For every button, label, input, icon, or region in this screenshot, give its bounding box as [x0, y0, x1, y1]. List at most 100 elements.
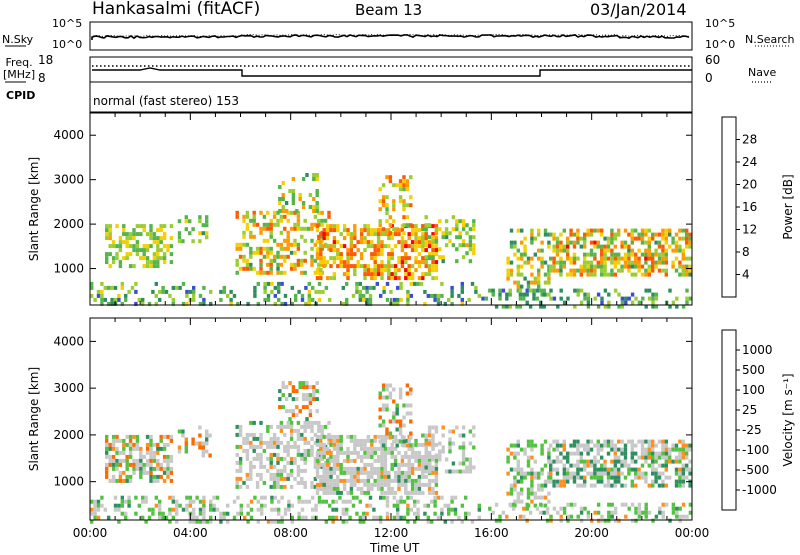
echo-cell — [589, 248, 594, 253]
echo-cell — [242, 258, 246, 263]
echo-cell — [252, 448, 256, 453]
echo-cell — [279, 214, 284, 219]
echo-cell — [383, 438, 388, 443]
echo-cell — [477, 293, 481, 298]
echo-cell — [397, 256, 401, 261]
echo-cell — [637, 471, 641, 476]
echo-cell — [404, 256, 408, 261]
echo-cell — [195, 495, 199, 500]
echo-cell — [566, 240, 570, 245]
nsearch-label: N.Search — [745, 33, 795, 46]
echo-cell — [678, 248, 682, 253]
echo-cell — [424, 232, 428, 237]
echo-cell — [100, 297, 104, 302]
echo-cell — [238, 468, 243, 473]
echo-cell — [644, 506, 648, 511]
echo-cell — [312, 205, 316, 209]
echo-cell — [378, 219, 382, 224]
echo-cell — [579, 483, 583, 488]
echo-cell — [255, 222, 260, 227]
echo-cell — [135, 434, 140, 439]
echo-cell — [421, 433, 425, 438]
echo-cell — [405, 215, 410, 220]
echo-cell — [532, 292, 536, 297]
echo-cell — [630, 518, 635, 523]
echo-cell — [455, 227, 459, 232]
echo-cell — [291, 409, 296, 414]
echo-cell — [472, 251, 476, 256]
echo-cell — [111, 478, 116, 483]
echo-cell — [434, 470, 439, 475]
echo-cell — [349, 248, 354, 253]
echo-cell — [417, 228, 422, 233]
echo-cell — [263, 297, 267, 302]
echo-cell — [472, 445, 476, 450]
echo-cell — [315, 209, 319, 213]
echo-cell — [381, 203, 386, 208]
echo-cell — [603, 304, 608, 309]
echo-cell — [537, 280, 541, 285]
echo-cell — [308, 193, 313, 197]
echo-cell — [334, 515, 339, 520]
echo-cell — [430, 293, 434, 298]
echo-cell — [409, 507, 413, 512]
echo-cell — [388, 175, 393, 180]
echo-cell — [617, 304, 621, 309]
echo-cell — [392, 515, 396, 520]
echo-cell — [620, 451, 624, 456]
echo-cell — [379, 515, 383, 520]
echo-cell — [647, 236, 651, 241]
echo-cell — [668, 475, 672, 480]
echo-cell — [105, 466, 109, 471]
echo-cell — [105, 434, 109, 439]
echo-cell — [671, 264, 675, 269]
echo-cell — [325, 458, 330, 463]
echo-cell — [331, 507, 335, 512]
echo-cell — [431, 268, 435, 273]
echo-cell — [303, 440, 307, 445]
echo-cell — [358, 515, 362, 520]
echo-cell — [441, 231, 445, 236]
echo-cell — [526, 495, 531, 500]
colorbar-frame — [721, 116, 737, 298]
echo-cell — [657, 244, 662, 249]
echo-cell — [363, 248, 367, 253]
echo-cell — [105, 224, 109, 229]
echo-cell — [249, 234, 253, 239]
echo-cell — [668, 455, 672, 460]
echo-cell — [135, 232, 140, 237]
echo-cell — [406, 297, 410, 302]
echo-cell — [289, 436, 294, 441]
echo-cell — [450, 289, 454, 294]
echo-cell — [583, 463, 587, 468]
echo-cell — [400, 264, 405, 269]
echo-cell — [640, 439, 645, 444]
echo-cell — [385, 427, 389, 432]
echo-cell — [640, 232, 645, 237]
echo-cell — [235, 262, 239, 267]
echo-cell — [380, 462, 384, 467]
echo-cell — [681, 479, 685, 484]
echo-cell — [279, 476, 284, 481]
echo-cell — [276, 452, 280, 457]
echo-cell — [111, 458, 116, 463]
echo-cell — [115, 434, 119, 439]
echo-cell — [122, 256, 126, 261]
echo-cell — [156, 264, 160, 269]
echo-cell — [657, 483, 662, 488]
echo-cell — [319, 450, 323, 455]
echo-cell — [380, 466, 384, 471]
echo-cell — [593, 268, 597, 273]
echo-cell — [105, 256, 109, 261]
echo-cell — [312, 209, 316, 213]
echo-cell — [671, 248, 675, 253]
echo-cell — [675, 304, 679, 309]
echo-cell — [627, 268, 631, 273]
echo-cell — [596, 447, 600, 452]
echo-cell — [295, 397, 299, 402]
echo-cell — [262, 480, 267, 485]
echo-cell — [627, 463, 631, 468]
echo-cell — [266, 262, 270, 267]
echo-cell — [569, 475, 573, 480]
echo-cell — [381, 403, 386, 408]
